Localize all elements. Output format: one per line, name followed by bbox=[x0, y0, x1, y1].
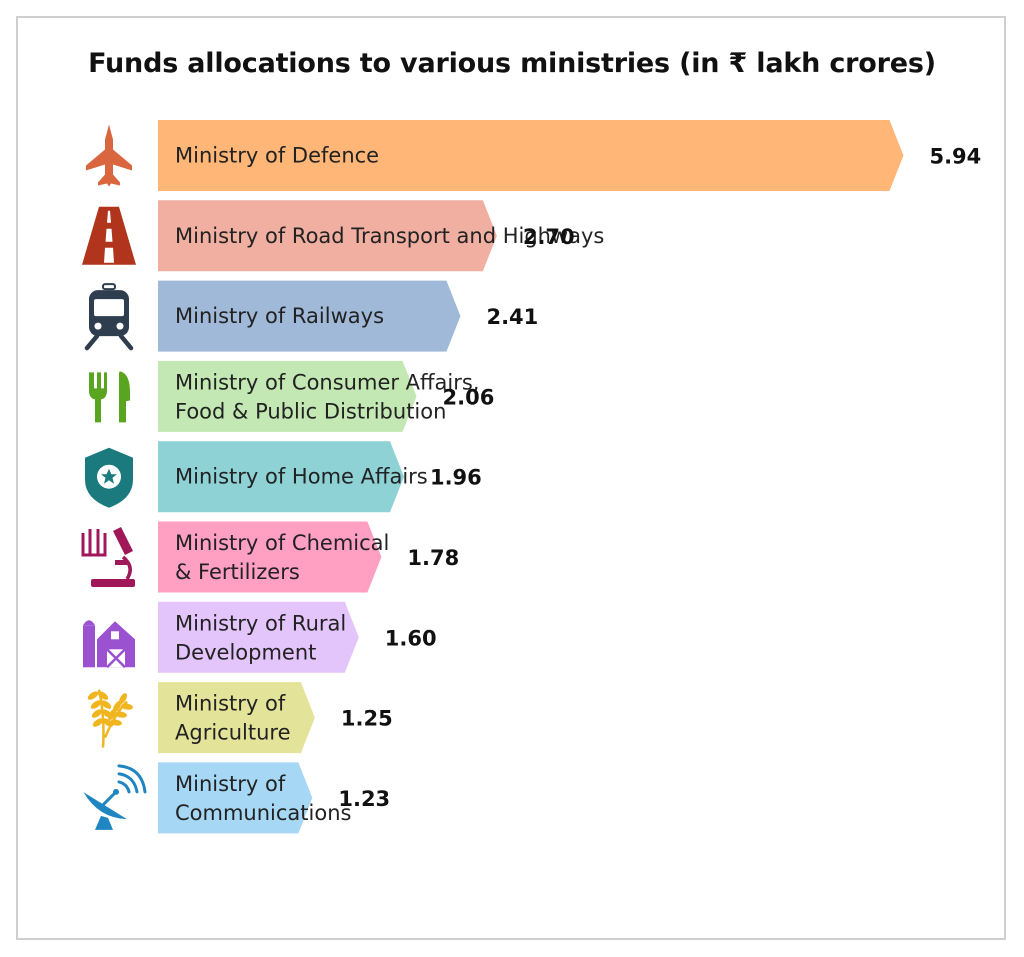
microscope-icon bbox=[81, 527, 135, 587]
value-label-2: 2.70 bbox=[523, 225, 575, 249]
bar-3 bbox=[158, 280, 461, 352]
value-label-5: 1.96 bbox=[430, 466, 482, 490]
chart-title: Funds allocations to various ministries … bbox=[88, 48, 936, 79]
train-icon bbox=[84, 283, 134, 351]
value-label-6: 1.78 bbox=[407, 546, 459, 570]
category-label-3: Ministry of Railways bbox=[175, 304, 384, 328]
category-label-1: Ministry of Defence bbox=[175, 144, 379, 168]
bar-7 bbox=[158, 601, 359, 673]
value-label-4: 2.06 bbox=[443, 385, 495, 409]
bar-2 bbox=[158, 200, 497, 272]
bar-6 bbox=[158, 521, 382, 593]
satellite-dish-icon bbox=[83, 764, 147, 830]
value-label-9: 1.23 bbox=[338, 787, 390, 811]
category-label-6: Ministry of Chemical & Fertilizers bbox=[175, 531, 389, 584]
category-label-4: Ministry of Consumer Affairs, Food & Publ… bbox=[175, 370, 479, 423]
bar-4 bbox=[158, 360, 417, 432]
bar-5 bbox=[158, 441, 404, 513]
category-label-7: Ministry of Rural Development bbox=[175, 611, 346, 664]
fork-knife-icon bbox=[89, 371, 130, 423]
road-icon bbox=[82, 206, 136, 265]
fighter-jet-icon bbox=[86, 124, 132, 187]
category-label-2: Ministry of Road Transport and Highways bbox=[175, 224, 604, 248]
police-shield-icon bbox=[85, 447, 133, 508]
bar-9 bbox=[158, 762, 313, 834]
category-label-8: Ministry of Agriculture bbox=[175, 692, 291, 745]
category-label-5: Ministry of Home Affairs bbox=[175, 465, 428, 489]
wheat-icon bbox=[87, 689, 133, 748]
bar-8 bbox=[158, 682, 315, 754]
value-label-7: 1.60 bbox=[385, 626, 437, 650]
value-label-8: 1.25 bbox=[341, 707, 393, 731]
value-label-3: 2.41 bbox=[486, 305, 538, 329]
bar-1 bbox=[158, 120, 904, 191]
farm-barn-icon bbox=[83, 620, 135, 669]
value-label-1: 5.94 bbox=[929, 145, 981, 169]
category-label-9: Ministry of Communications bbox=[175, 772, 351, 825]
